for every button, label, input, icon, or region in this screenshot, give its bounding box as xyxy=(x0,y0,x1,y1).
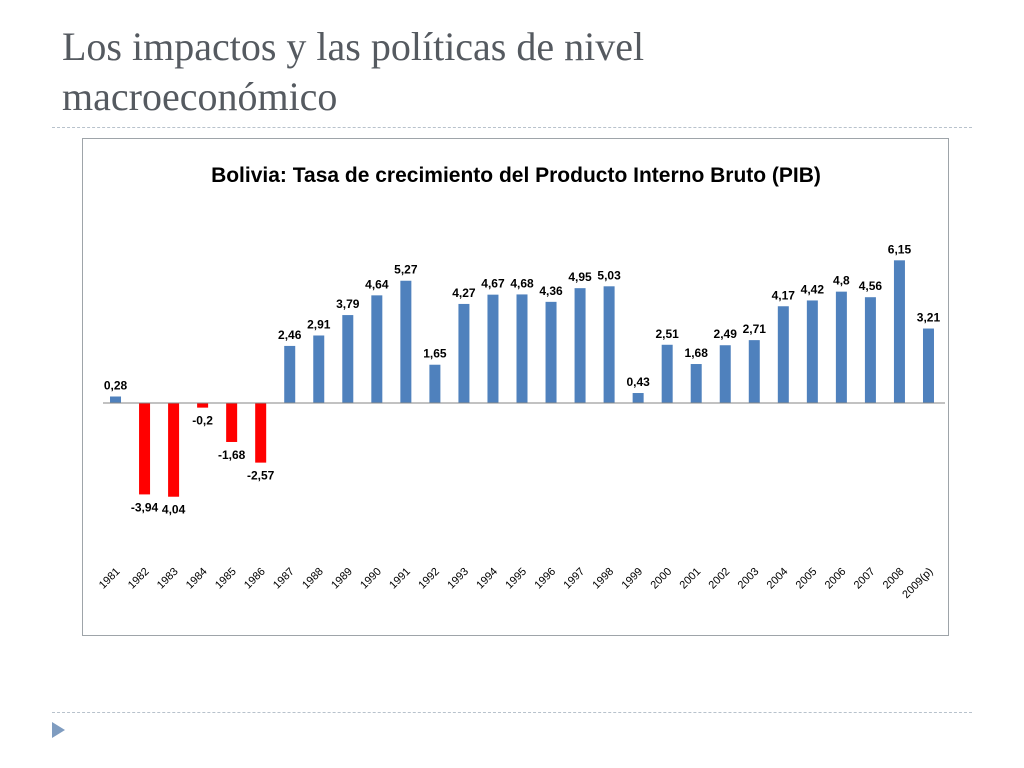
bar-2006 xyxy=(835,291,847,403)
top-divider xyxy=(52,127,972,128)
value-label-1993: 4,27 xyxy=(452,286,476,300)
value-label-2003: 2,71 xyxy=(743,322,767,336)
value-label-2005: 4,42 xyxy=(801,282,825,296)
bar-1985 xyxy=(226,403,238,442)
tick-label-2002: 2002 xyxy=(707,566,733,592)
value-labels-group: 0,28 -3,94 4,04 -0,2 -1,68-2,57 2,46 2,91 3,79 4… xyxy=(104,242,941,516)
tick-label-2001: 2001 xyxy=(678,566,704,592)
bar-1990 xyxy=(371,295,383,403)
bar-1998 xyxy=(603,286,615,403)
value-label-1989: 3,79 xyxy=(336,297,360,311)
bar-1989 xyxy=(342,315,354,403)
value-label-1986: -2,57 xyxy=(247,469,275,483)
value-label-1982: -3,94 xyxy=(131,500,159,514)
bar-1988 xyxy=(313,335,325,403)
tick-label-2004: 2004 xyxy=(765,566,791,592)
value-label-1994: 4,67 xyxy=(481,277,505,291)
tick-label-2005: 2005 xyxy=(794,566,820,592)
bar-1987 xyxy=(284,345,296,403)
slide-title-line-2: macroeconómico xyxy=(62,74,338,119)
bar-1982 xyxy=(139,403,151,495)
bar-1983 xyxy=(168,403,180,497)
tick-label-2006: 2006 xyxy=(823,566,849,592)
value-label-2008: 6,15 xyxy=(888,242,912,256)
bar-2007 xyxy=(864,297,876,403)
bar-1997 xyxy=(574,288,586,403)
tick-label-1996: 1996 xyxy=(532,566,558,592)
value-label-2009(p): 3,21 xyxy=(917,311,941,325)
chart-frame: Bolivia: Tasa de crecimiento del Product… xyxy=(82,138,949,636)
tick-label-1991: 1991 xyxy=(387,566,413,592)
tick-label-1999: 1999 xyxy=(619,566,645,592)
tick-label-1992: 1992 xyxy=(416,566,442,592)
triangle-bullet-icon xyxy=(52,722,65,738)
tick-label-1998: 1998 xyxy=(590,566,616,592)
tick-label-1986: 1986 xyxy=(242,566,268,592)
bar-2009(p) xyxy=(922,328,934,403)
bottom-divider xyxy=(52,712,972,713)
bar-2001 xyxy=(690,364,702,403)
value-label-1995: 4,68 xyxy=(510,276,534,290)
bar-2002 xyxy=(719,345,731,403)
slide-title: Los impactos y las políticas de nivel ma… xyxy=(62,22,962,122)
value-label-2007: 4,56 xyxy=(859,279,883,293)
tick-label-2008: 2008 xyxy=(881,566,907,592)
bar-1996 xyxy=(545,301,557,403)
value-label-2004: 4,17 xyxy=(772,288,796,302)
value-label-1981: 0,28 xyxy=(104,379,128,393)
value-label-2002: 2,49 xyxy=(714,327,738,341)
value-label-1998: 5,03 xyxy=(597,268,621,282)
bar-1992 xyxy=(429,364,441,403)
tick-label-1981: 1981 xyxy=(97,566,123,592)
value-label-2000: 2,51 xyxy=(655,327,679,341)
value-label-1997: 4,95 xyxy=(568,270,592,284)
tick-label-1984: 1984 xyxy=(184,566,210,592)
gdp-bar-chart: Bolivia: Tasa de crecimiento del Product… xyxy=(97,164,945,601)
tick-label-1987: 1987 xyxy=(271,566,297,592)
bar-2003 xyxy=(748,340,760,403)
value-label-1983: 4,04 xyxy=(162,503,186,517)
value-label-1991: 5,27 xyxy=(394,263,418,277)
tick-label-1997: 1997 xyxy=(561,566,587,592)
tick-label-1988: 1988 xyxy=(300,566,326,592)
tick-label-2007: 2007 xyxy=(852,566,878,592)
tick-label-1985: 1985 xyxy=(213,566,239,592)
tick-label-1989: 1989 xyxy=(329,566,355,592)
value-label-1984: -0,2 xyxy=(192,414,213,428)
tick-label-2003: 2003 xyxy=(736,566,762,592)
value-label-2001: 1,68 xyxy=(685,346,709,360)
tick-label-1994: 1994 xyxy=(474,566,500,592)
bar-1981 xyxy=(110,396,122,403)
bar-1994 xyxy=(487,294,499,403)
tick-label-1993: 1993 xyxy=(445,566,471,592)
tick-label-1982: 1982 xyxy=(126,566,152,592)
tick-label-1983: 1983 xyxy=(155,566,181,592)
value-label-1999: 0,43 xyxy=(626,375,650,389)
bar-1984 xyxy=(197,403,209,408)
value-label-1988: 2,91 xyxy=(307,317,331,331)
tick-label-1990: 1990 xyxy=(358,566,384,592)
bar-1993 xyxy=(458,303,470,403)
bar-2005 xyxy=(806,300,818,403)
bar-1995 xyxy=(516,294,528,403)
bar-2004 xyxy=(777,306,789,403)
chart-title: Bolivia: Tasa de crecimiento del Product… xyxy=(211,164,821,187)
bar-1999 xyxy=(632,393,644,403)
tick-label-2009(p): 2009(p) xyxy=(900,566,935,601)
bar-1991 xyxy=(400,280,412,403)
tick-label-1995: 1995 xyxy=(503,566,529,592)
value-label-1987: 2,46 xyxy=(278,328,302,342)
bar-2000 xyxy=(661,344,673,403)
value-label-2006: 4,8 xyxy=(833,274,850,288)
value-label-1985: -1,68 xyxy=(218,448,246,462)
tick-labels-group: 1981 1982 1983 1984 1985 1986 1987 1988 1989 1990… xyxy=(97,566,936,601)
bar-1986 xyxy=(255,403,267,463)
value-label-1996: 4,36 xyxy=(539,284,563,298)
bars-group xyxy=(110,260,934,497)
bar-2008 xyxy=(893,260,905,403)
slide-title-line-1: Los impactos y las políticas de nivel xyxy=(62,24,645,69)
value-label-1992: 1,65 xyxy=(423,347,447,361)
value-label-1990: 4,64 xyxy=(365,277,389,291)
tick-label-2000: 2000 xyxy=(648,566,674,592)
